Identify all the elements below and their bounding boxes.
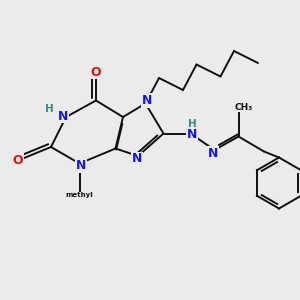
Text: O: O: [91, 65, 101, 79]
Text: O: O: [13, 154, 23, 167]
Text: H: H: [188, 119, 196, 129]
Text: N: N: [187, 128, 197, 141]
Text: N: N: [58, 110, 68, 123]
Text: N: N: [76, 159, 86, 172]
Text: N: N: [208, 147, 218, 160]
Text: N: N: [142, 94, 152, 107]
Text: H: H: [45, 104, 54, 115]
Text: methyl: methyl: [66, 192, 93, 198]
Text: CH₃: CH₃: [235, 103, 253, 112]
Text: N: N: [132, 152, 142, 166]
